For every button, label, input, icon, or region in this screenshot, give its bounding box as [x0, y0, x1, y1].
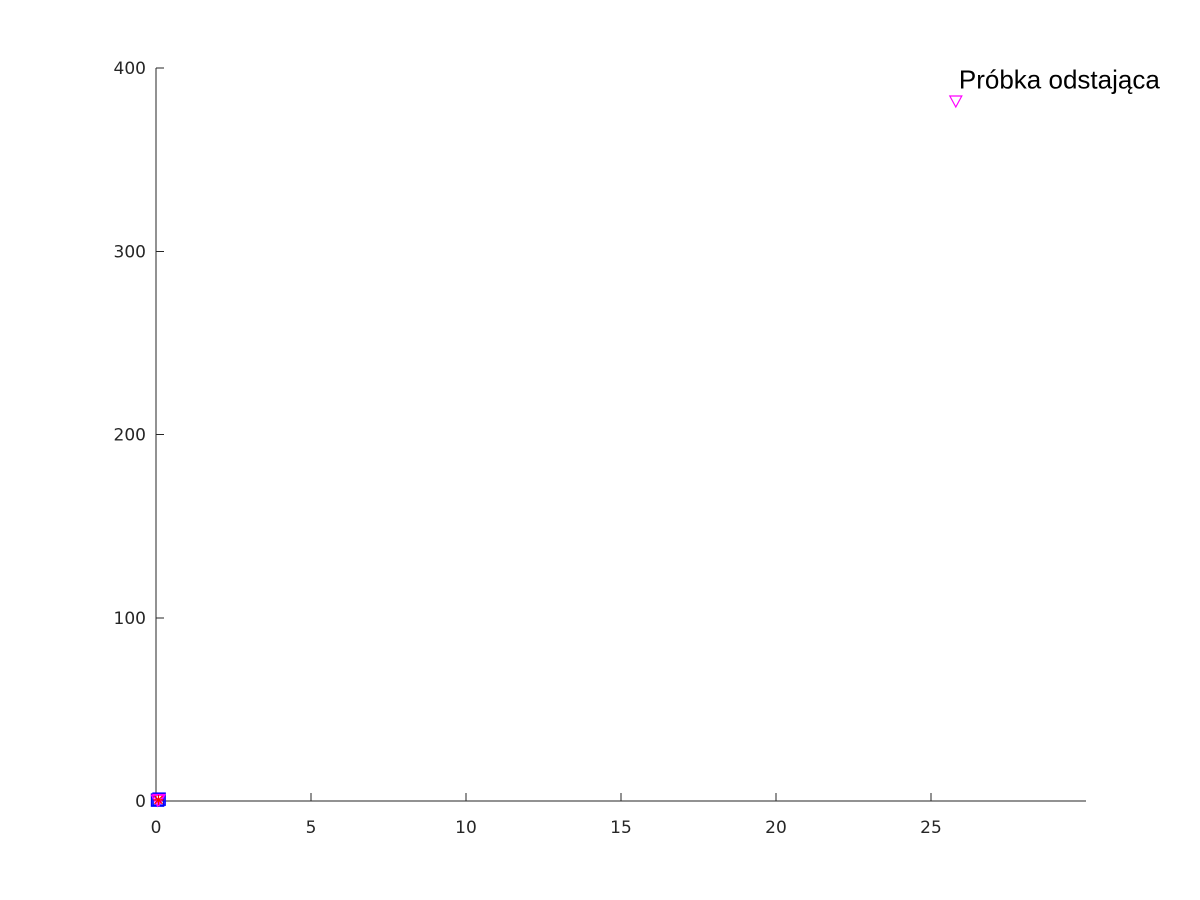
axes	[155, 68, 1086, 802]
y-tick-label: 400	[114, 59, 146, 79]
x-tick-label: 15	[610, 818, 632, 838]
y-tick-label: 300	[114, 242, 146, 262]
annotations: Próbka odstająca	[959, 64, 1160, 94]
data-point-asterisk	[153, 794, 164, 805]
outlier-annotation: Próbka odstająca	[959, 64, 1160, 94]
y-tick-label: 200	[114, 426, 146, 446]
x-tick-label: 5	[306, 818, 317, 838]
x-tick-label: 10	[455, 818, 477, 838]
data-point-triangle	[150, 794, 165, 808]
x-tick-label: 25	[920, 818, 942, 838]
x-tick-label: 20	[765, 818, 787, 838]
data-point-triangle	[948, 95, 963, 109]
y-tick-label: 100	[114, 609, 146, 629]
x-tick-label: 0	[151, 818, 162, 838]
y-tick-label: 0	[135, 792, 146, 812]
data-markers	[150, 95, 963, 808]
y-ticks: 0 100 200 300 400	[114, 59, 164, 812]
x-ticks: 0 5 10 15 20 25	[151, 793, 942, 838]
